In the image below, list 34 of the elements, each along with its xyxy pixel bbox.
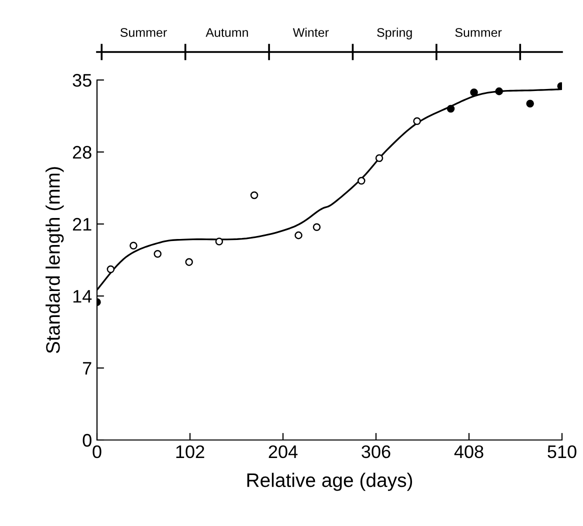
x-tick-label: 102	[176, 445, 204, 458]
point	[185, 258, 193, 266]
x-axis-title: Relative age (days)	[247, 472, 412, 491]
y-tick-label: 14	[73, 290, 92, 303]
text: Winter	[292, 28, 329, 37]
y-tick-label: 21	[72, 218, 92, 231]
point	[526, 100, 534, 108]
text: Summer	[455, 28, 502, 37]
point	[495, 87, 503, 96]
x-tick-label: 408	[454, 445, 484, 458]
x-tick-label: 0	[92, 445, 102, 458]
point	[312, 223, 321, 231]
y-tick-label: 0	[82, 434, 92, 447]
point	[446, 104, 455, 113]
y-tick-label: 7	[83, 362, 92, 375]
y-axis-title: Standard length (mm)	[46, 167, 64, 354]
point	[154, 250, 162, 258]
x-tick-label: 510	[548, 445, 576, 458]
point	[215, 238, 224, 246]
point	[413, 117, 421, 126]
y-tick-label: 28	[72, 146, 92, 159]
point	[106, 265, 115, 274]
text: Summer	[120, 28, 167, 37]
point	[250, 191, 258, 200]
point	[294, 231, 302, 240]
point	[130, 242, 138, 250]
x-tick-label: 306	[362, 445, 390, 458]
point	[470, 88, 478, 96]
text: Spring	[377, 28, 412, 40]
point	[358, 176, 366, 185]
y-tick-label: 35	[72, 74, 92, 87]
point	[375, 154, 384, 162]
text: Autumn	[206, 28, 248, 37]
x-tick-label: 204	[268, 445, 298, 458]
